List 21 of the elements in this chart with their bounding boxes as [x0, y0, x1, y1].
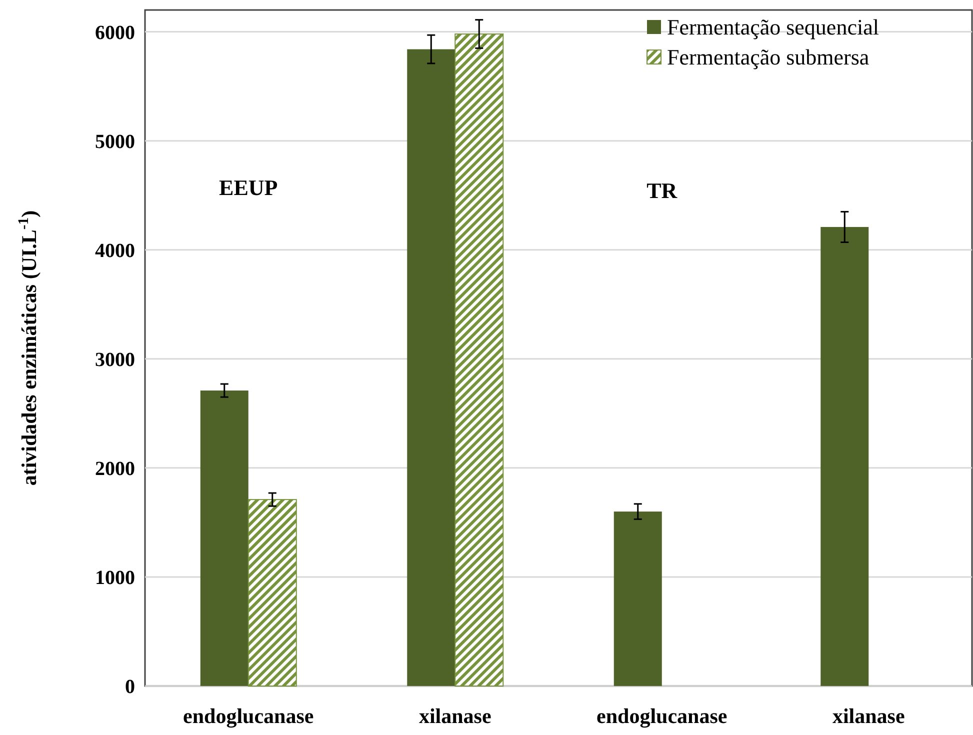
- bar: [614, 512, 662, 686]
- bar: [454, 33, 504, 686]
- y-tick-label: 4000: [95, 240, 135, 262]
- y-tick-label: 3000: [95, 348, 135, 371]
- bar: [200, 390, 248, 686]
- y-tick-label: 2000: [95, 458, 135, 480]
- y-tick-label: 1000: [95, 566, 135, 589]
- annotation: TR: [646, 178, 678, 203]
- bar: [407, 49, 456, 686]
- x-tick-label: endoglucanase: [183, 704, 314, 728]
- y-tick-label: 5000: [95, 130, 135, 153]
- bar: [248, 499, 297, 686]
- y-tick-label: 6000: [95, 22, 135, 44]
- x-tick-label: endoglucanase: [596, 704, 728, 728]
- x-tick-label: xilanase: [832, 704, 905, 728]
- legend-label: Fermentação sequencial: [667, 14, 879, 40]
- bar: [820, 226, 869, 686]
- x-tick-label: xilanase: [418, 704, 492, 728]
- annotation: EEUP: [219, 175, 278, 200]
- legend-label: Fermentação submersa: [667, 44, 870, 70]
- y-tick-label: 0: [125, 676, 135, 698]
